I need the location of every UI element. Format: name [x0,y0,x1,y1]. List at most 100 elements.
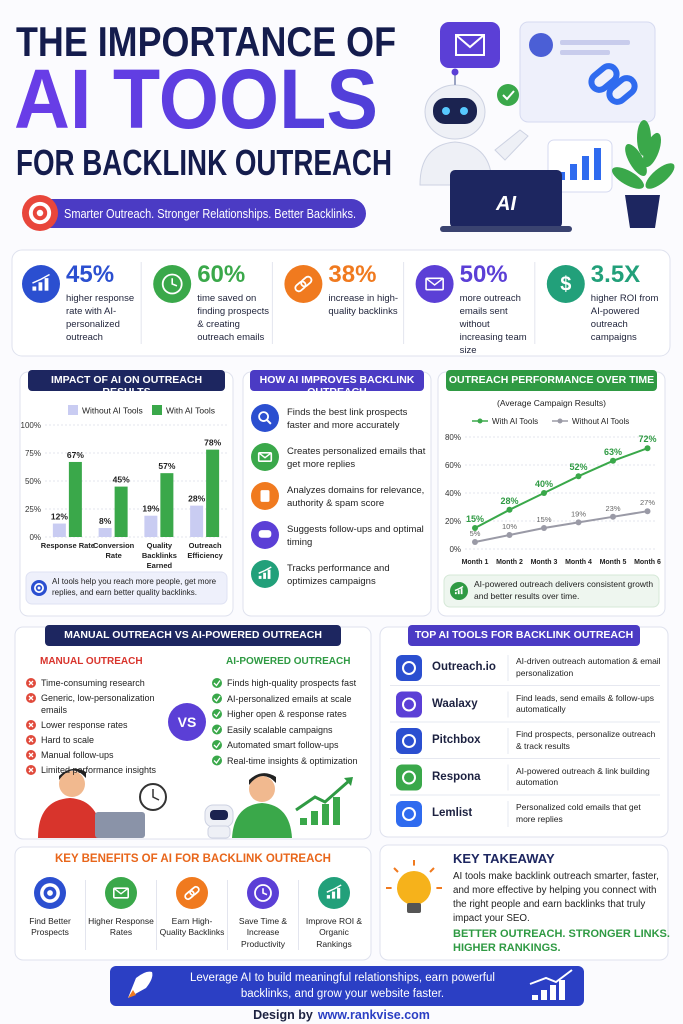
value-label: 5% [470,529,481,538]
y-tick-label: 80% [445,433,461,442]
plant-leaf [625,144,647,176]
manual-item: Lower response rates [41,720,128,730]
chart-bar-deco [582,156,589,180]
stat-text: higher response rate with AI-personalize… [66,293,135,344]
tool-description: Find prospects, personalize outreach & t… [516,729,656,751]
manual-item: Generic, low-personalization emails [41,693,155,716]
cross-glyph [28,695,34,701]
icon-glyph [254,884,272,902]
check-glyph [213,711,221,718]
check-glyph [502,90,515,101]
robot-visor-small [210,810,228,820]
tagline: Smarter Outreach. Stronger Relationships… [64,207,356,221]
profile-avatar [529,33,553,57]
footer-banner [110,966,584,1006]
ai-item: AI-personalized emails at scale [227,693,352,704]
ai-item: Automated smart follow-ups [227,740,339,750]
manual-item: Hard to scale [41,735,95,745]
icon [176,877,208,909]
icon-glyph [454,592,457,595]
stat-text: increase in high-quality backlinks [328,293,399,318]
chart-bar-deco [594,148,601,180]
icon-glyph [267,569,271,579]
footer-chart-line [529,969,573,985]
section-title: TOP AI TOOLS FOR BACKLINK OUTREACH [414,629,634,641]
value-label: 57% [158,461,175,471]
bar [114,486,128,537]
point [610,457,616,464]
link-glyph [588,63,620,93]
tool-logo [396,764,422,791]
point [541,525,547,531]
icon-glyph [258,530,272,538]
icon-glyph [425,277,444,291]
icon-glyph [300,275,313,288]
takeaway-highlight: HIGHER RANKINGS. [453,942,561,954]
stat-value: 38% [328,261,377,288]
cross-glyph [28,737,34,743]
growth-arrow [295,778,351,812]
footer-chart-bar [559,980,565,1000]
profile-line [560,50,610,55]
legend-label: With AI Tools [166,406,215,416]
tool-logo [396,728,422,754]
value-label: 63% [604,447,622,457]
value-label: 12% [51,512,68,522]
benefit-label: Find Better Prospects [29,916,71,938]
icon-glyph [44,278,49,291]
icon-glyph [32,286,37,291]
growth-bar [333,797,340,825]
y-tick-label: 75% [25,449,41,458]
y-tick-label: 40% [445,489,461,498]
tool-logo-glyph [402,697,416,712]
icon-glyph [113,887,129,895]
icon-glyph [47,890,53,896]
stat-value: 50% [459,261,508,288]
profile-line [560,40,630,45]
credit: Design by www.rankvise.com [0,1008,683,1022]
icon-glyph [425,277,444,286]
point [472,525,478,531]
y-tick-label: 100% [21,421,41,430]
stat-value: 3.5X [590,261,641,288]
icon [415,265,454,303]
bar [206,449,220,537]
point [575,519,582,526]
benefit-label: Improve ROI & Organic Rankings [305,916,363,949]
check-glyph [213,757,221,765]
stat-text: higher ROI from AI-powered outreach camp… [590,293,659,344]
footer-chart-bar [541,990,547,1000]
tool-logo-glyph [402,807,416,821]
icon-glyph [184,890,195,901]
credit-prefix: Design by [253,1008,313,1022]
section-title: HOW AI IMPROVES BACKLINK OUTREACH [259,374,415,398]
check-glyph [213,680,221,687]
title-line: FOR BACKLINK OUTREACH [16,142,392,183]
plant-leaf [645,163,675,189]
tool-description: Find leads, send emails & follow-ups aut… [516,692,654,715]
value-label: 8% [99,516,112,526]
bar [144,515,158,537]
y-tick-label: 0% [29,533,41,542]
icon-glyph [326,884,342,893]
icon-glyph [189,885,200,896]
robot-antenna-tip [451,68,459,76]
icon-glyph [263,572,266,579]
person-hair [249,773,276,785]
rocket-flame [128,990,136,998]
vs-label: VS [177,714,197,730]
tool-description: AI-driven outreach automation & email pe… [516,656,661,678]
title-bar [408,625,640,646]
bar [190,505,204,537]
footer-text: Leverage AI to build meaningful relation… [190,972,495,1001]
check-icon [212,724,222,735]
icon-glyph [331,891,336,899]
check-glyph [213,726,221,734]
value-label: 27% [640,498,655,507]
icon-glyph [260,490,270,502]
line [474,447,648,529]
cross-glyph [28,752,34,758]
y-tick-label: 20% [445,517,461,526]
point [541,490,547,496]
icon [546,265,585,303]
